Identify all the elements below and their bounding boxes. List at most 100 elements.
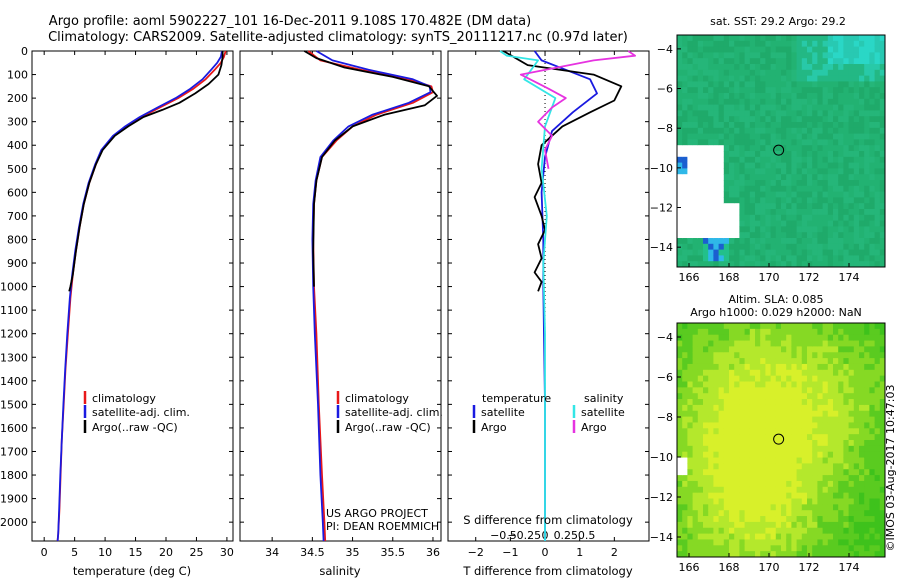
sla-cell [760, 434, 766, 441]
sla-cell [734, 428, 740, 435]
sst-cell [744, 133, 751, 140]
sst-cell [708, 46, 714, 53]
sla-cell [749, 340, 756, 347]
sst-cell [822, 93, 829, 100]
sst-cell [801, 249, 808, 256]
sst-cell [729, 214, 735, 222]
sst-cell [734, 209, 740, 216]
sst-cell [687, 168, 694, 175]
sla-cell [770, 381, 777, 388]
sla-cell [703, 510, 709, 517]
sla-cell [718, 340, 725, 347]
sst-cell [687, 232, 694, 239]
sst-cell [697, 249, 704, 256]
sst-cell [822, 87, 829, 94]
sla-cell [879, 375, 886, 382]
sst-cell [703, 69, 709, 77]
sst-cell [807, 122, 813, 129]
sst-cell [749, 243, 756, 251]
sst-cell [682, 46, 688, 53]
sst-cell [729, 168, 735, 175]
sst-cell [879, 98, 886, 106]
sla-cell [723, 492, 730, 499]
sst-cell [687, 35, 694, 42]
sla-cell [859, 551, 865, 558]
sst-cell [833, 116, 839, 123]
sla-cell [879, 551, 886, 558]
sla-cell [708, 399, 714, 406]
sla-cell [791, 381, 798, 388]
sst-cell [833, 203, 839, 210]
sst-cell [713, 87, 720, 94]
sst-cell [864, 110, 870, 117]
sla-cell [812, 381, 818, 388]
sst-cell [697, 174, 704, 181]
sla-cell [775, 516, 782, 523]
sst-cell [755, 87, 761, 94]
sla-cell [734, 410, 740, 418]
sla-cell [791, 498, 798, 505]
sla-cell [713, 545, 720, 552]
sla-cell [713, 475, 720, 482]
sst-cell [703, 249, 709, 256]
sst-cell [692, 40, 699, 48]
sst-cell [843, 162, 850, 169]
sla-cell [817, 375, 824, 382]
sst-cell [853, 214, 860, 222]
difference-xlabel-s: S difference from climatology [463, 513, 633, 527]
sla-cell [848, 434, 855, 441]
sst-cell [864, 151, 870, 158]
sla-cell [781, 381, 787, 388]
sst-cell [791, 191, 798, 198]
sst-cell [697, 168, 704, 175]
sla-cell [827, 393, 834, 400]
sla-cell [723, 375, 730, 382]
sla-cell [838, 486, 844, 494]
sla-cell [734, 445, 740, 453]
sst-cell [682, 58, 688, 65]
sla-cell [853, 434, 860, 441]
sla-cell [703, 399, 709, 406]
sst-cell [812, 214, 818, 222]
sla-cell [708, 533, 714, 540]
sla-cell [833, 445, 839, 453]
sla-cell [760, 346, 766, 353]
sla-cell [786, 457, 792, 464]
sst-cell [848, 64, 855, 71]
sla-cell [718, 510, 725, 517]
sla-cell [874, 393, 881, 400]
sst-cell [817, 174, 824, 181]
sst-cell [677, 133, 683, 140]
sst-cell [859, 156, 865, 164]
sst-cell [853, 185, 860, 193]
sst-cell [692, 209, 699, 216]
sla-cell [864, 510, 870, 517]
sla-cell [713, 416, 720, 423]
sst-cell [760, 64, 766, 71]
sla-cell [739, 486, 746, 494]
sst-cell [708, 93, 714, 100]
temperature-xlabel: temperature (deg C) [73, 564, 191, 578]
sla-cell [755, 521, 761, 529]
sst-cell [843, 180, 850, 187]
sst-cell [853, 232, 860, 239]
sla-cell [838, 375, 844, 382]
sst-cell [718, 191, 725, 198]
sst-cell [744, 168, 751, 175]
sla-cell [796, 428, 803, 435]
sst-cell [791, 243, 798, 251]
sst-cell [859, 174, 865, 181]
sst-cell [708, 197, 714, 204]
sst-cell [755, 249, 761, 256]
sla-cell [822, 323, 829, 330]
sla-cell [817, 545, 824, 552]
sla-cell [843, 428, 850, 435]
sla-cell [859, 340, 865, 347]
sst-cell [744, 104, 751, 111]
sst-cell [775, 93, 782, 100]
sla-cell [848, 404, 855, 412]
sla-cell [781, 480, 787, 488]
sst-cell [697, 35, 704, 42]
sla-cell [744, 463, 751, 470]
sst-cell [864, 191, 870, 198]
